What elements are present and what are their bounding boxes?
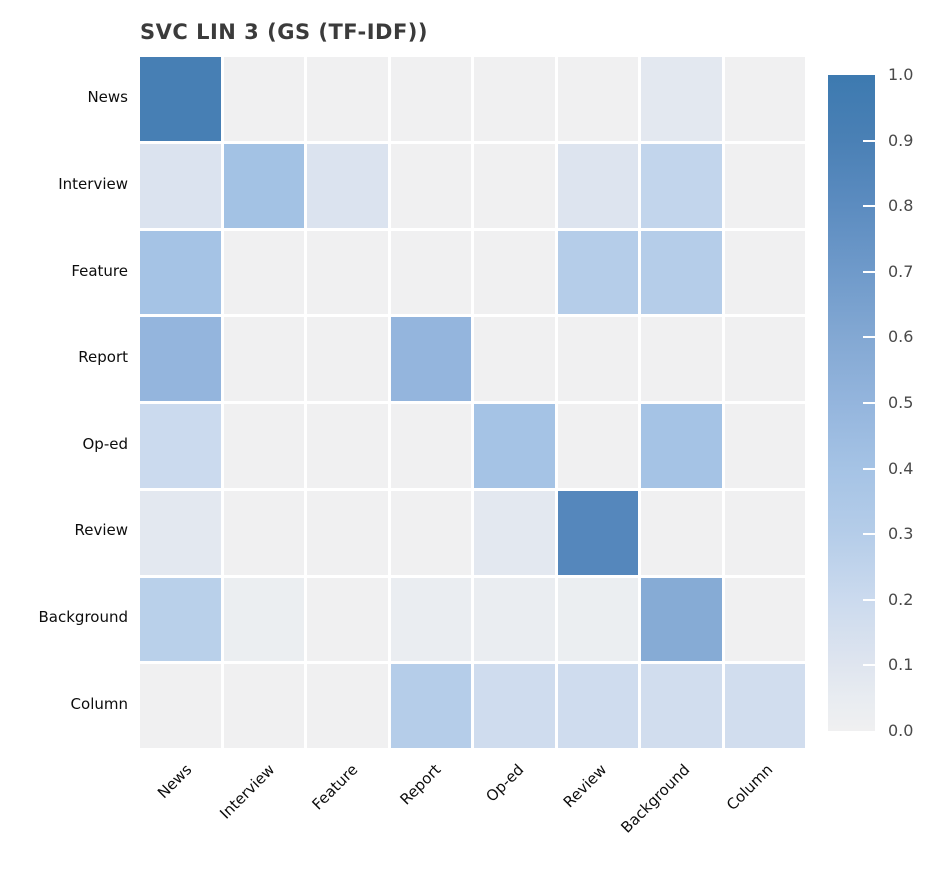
heatmap-cell-News-Background [641, 57, 722, 141]
colorbar-tick-mark-0.5 [863, 402, 875, 404]
heatmap-cell-Interview-Feature [307, 143, 388, 228]
heatmap-cell-Op-ed-News [140, 404, 221, 488]
heatmap-cell-News-Op-ed [474, 57, 555, 141]
heatmap-cell-Column-Review [557, 664, 638, 748]
heatmap-cell-Feature-Interview [223, 230, 304, 315]
y-tick-label-Background: Background [38, 608, 129, 627]
heatmap-cell-Op-ed-Background [641, 404, 722, 488]
heatmap-cell-Review-Interview [223, 490, 304, 575]
heatmap-cell-Interview-Review [557, 143, 638, 228]
heatmap-cell-Column-Background [641, 664, 722, 748]
heatmap-cell-Feature-Report [390, 230, 471, 315]
colorbar-tick-label-0.1: 0.1 [888, 655, 914, 675]
colorbar-tick-mark-0.9 [863, 139, 875, 142]
colorbar-tick-label-0.8: 0.8 [888, 196, 914, 216]
colorbar-tick-mark-0.2 [863, 598, 875, 601]
colorbar-tick-label-0.5: 0.5 [888, 393, 914, 412]
heatmap-cell-Op-ed-Op-ed [474, 404, 555, 488]
heatmap-cell-Review-News [140, 490, 221, 575]
heatmap-cell-Background-Background [641, 577, 722, 662]
heatmap-cell-Interview-Interview [223, 143, 304, 228]
heatmap-cell-Interview-News [140, 143, 221, 228]
heatmap-cell-Feature-Op-ed [474, 230, 555, 315]
colorbar-tick-label-0.9: 0.9 [888, 130, 914, 150]
colorbar-tick-label-0.0: 0.0 [888, 721, 914, 740]
heatmap-cell-Report-Interview [223, 317, 304, 401]
heatmap-cell-Report-Review [557, 317, 638, 401]
colorbar-tick-mark-0.3 [863, 533, 875, 536]
y-tick-label-Op-ed: Op-ed [82, 434, 129, 453]
y-tick-label-Review: Review [74, 521, 128, 540]
heatmap-cell-Report-Column [724, 317, 805, 401]
heatmap-cell-Op-ed-Feature [307, 404, 388, 488]
heatmap-cell-News-Feature [307, 57, 388, 141]
heatmap-cell-Review-Background [641, 490, 722, 575]
colorbar-tick-label-0.3: 0.3 [888, 524, 914, 544]
heatmap-cell-Op-ed-Interview [223, 404, 304, 488]
heatmap-cell-Review-Column [724, 490, 805, 575]
heatmap-cell-Interview-Op-ed [474, 143, 555, 228]
heatmap-cell-Background-Feature [307, 577, 388, 662]
heatmap-cell-Interview-Column [724, 143, 805, 228]
heatmap-cell-Feature-Review [557, 230, 638, 315]
heatmap-cell-Op-ed-Review [557, 404, 638, 488]
colorbar-tick-mark-0.8 [863, 205, 875, 208]
heatmap-cell-Column-Column [724, 664, 805, 748]
heatmap-cell-Interview-Report [390, 143, 471, 228]
heatmap-cell-Report-Report [390, 317, 471, 401]
colorbar-tick-mark-0.1 [863, 664, 875, 667]
y-tick-label-Feature: Feature [71, 261, 128, 280]
colorbar-tick-label-0.6: 0.6 [888, 327, 914, 347]
colorbar-tick-label-0.2: 0.2 [888, 589, 914, 609]
heatmap-cell-Background-Op-ed [474, 577, 555, 662]
colorbar-tick-mark-0.4 [863, 467, 875, 470]
heatmap-cell-News-News [140, 57, 221, 141]
heatmap-cell-News-Report [390, 57, 471, 141]
heatmap-cell-Feature-Background [641, 230, 722, 315]
y-tick-label-Column: Column [70, 694, 128, 713]
heatmap-cell-Report-Feature [307, 317, 388, 401]
colorbar-tick-mark-0.7 [863, 270, 875, 273]
y-tick-label-News: News [87, 88, 128, 107]
colorbar-tick-label-1.0: 1.0 [888, 65, 914, 84]
heatmap-cell-Column-News [140, 664, 221, 748]
heatmap-cell-Column-Report [390, 664, 471, 748]
heatmap-cell-Op-ed-Column [724, 404, 805, 488]
colorbar [828, 75, 875, 731]
y-tick-label-Report: Report [78, 348, 128, 367]
heatmap-grid [140, 55, 805, 748]
heatmap-cell-News-Column [724, 57, 805, 141]
heatmap-cell-Feature-Feature [307, 230, 388, 315]
heatmap-cell-Report-News [140, 317, 221, 401]
heatmap-cell-Review-Feature [307, 490, 388, 575]
heatmap-cell-Report-Op-ed [474, 317, 555, 401]
heatmap-cell-Op-ed-Report [390, 404, 471, 488]
heatmap-cell-Column-Op-ed [474, 664, 555, 748]
colorbar-tick-label-0.7: 0.7 [888, 261, 914, 281]
heatmap-cell-Review-Op-ed [474, 490, 555, 575]
heatmap-cell-Interview-Background [641, 143, 722, 228]
heatmap-cell-Column-Interview [223, 664, 304, 748]
heatmap-cell-Background-News [140, 577, 221, 662]
heatmap-cell-Review-Review [557, 490, 638, 575]
heatmap-cell-Feature-Column [724, 230, 805, 315]
heatmap-cell-News-Interview [223, 57, 304, 141]
heatmap-cell-News-Review [557, 57, 638, 141]
heatmap-cell-Background-Column [724, 577, 805, 662]
heatmap-cell-Background-Interview [223, 577, 304, 662]
heatmap-cell-Background-Report [390, 577, 471, 662]
colorbar-tick-mark-0.6 [863, 336, 875, 339]
colorbar-tick-label-0.4: 0.4 [888, 458, 914, 478]
heatmap-cell-Column-Feature [307, 664, 388, 748]
heatmap-cell-Review-Report [390, 490, 471, 575]
heatmap-cell-Report-Background [641, 317, 722, 401]
chart-title: SVC LIN 3 (GS (TF-IDF)) [140, 20, 428, 44]
y-tick-label-Interview: Interview [58, 174, 128, 193]
heatmap-cell-Background-Review [557, 577, 638, 662]
heatmap-cell-Feature-News [140, 230, 221, 315]
